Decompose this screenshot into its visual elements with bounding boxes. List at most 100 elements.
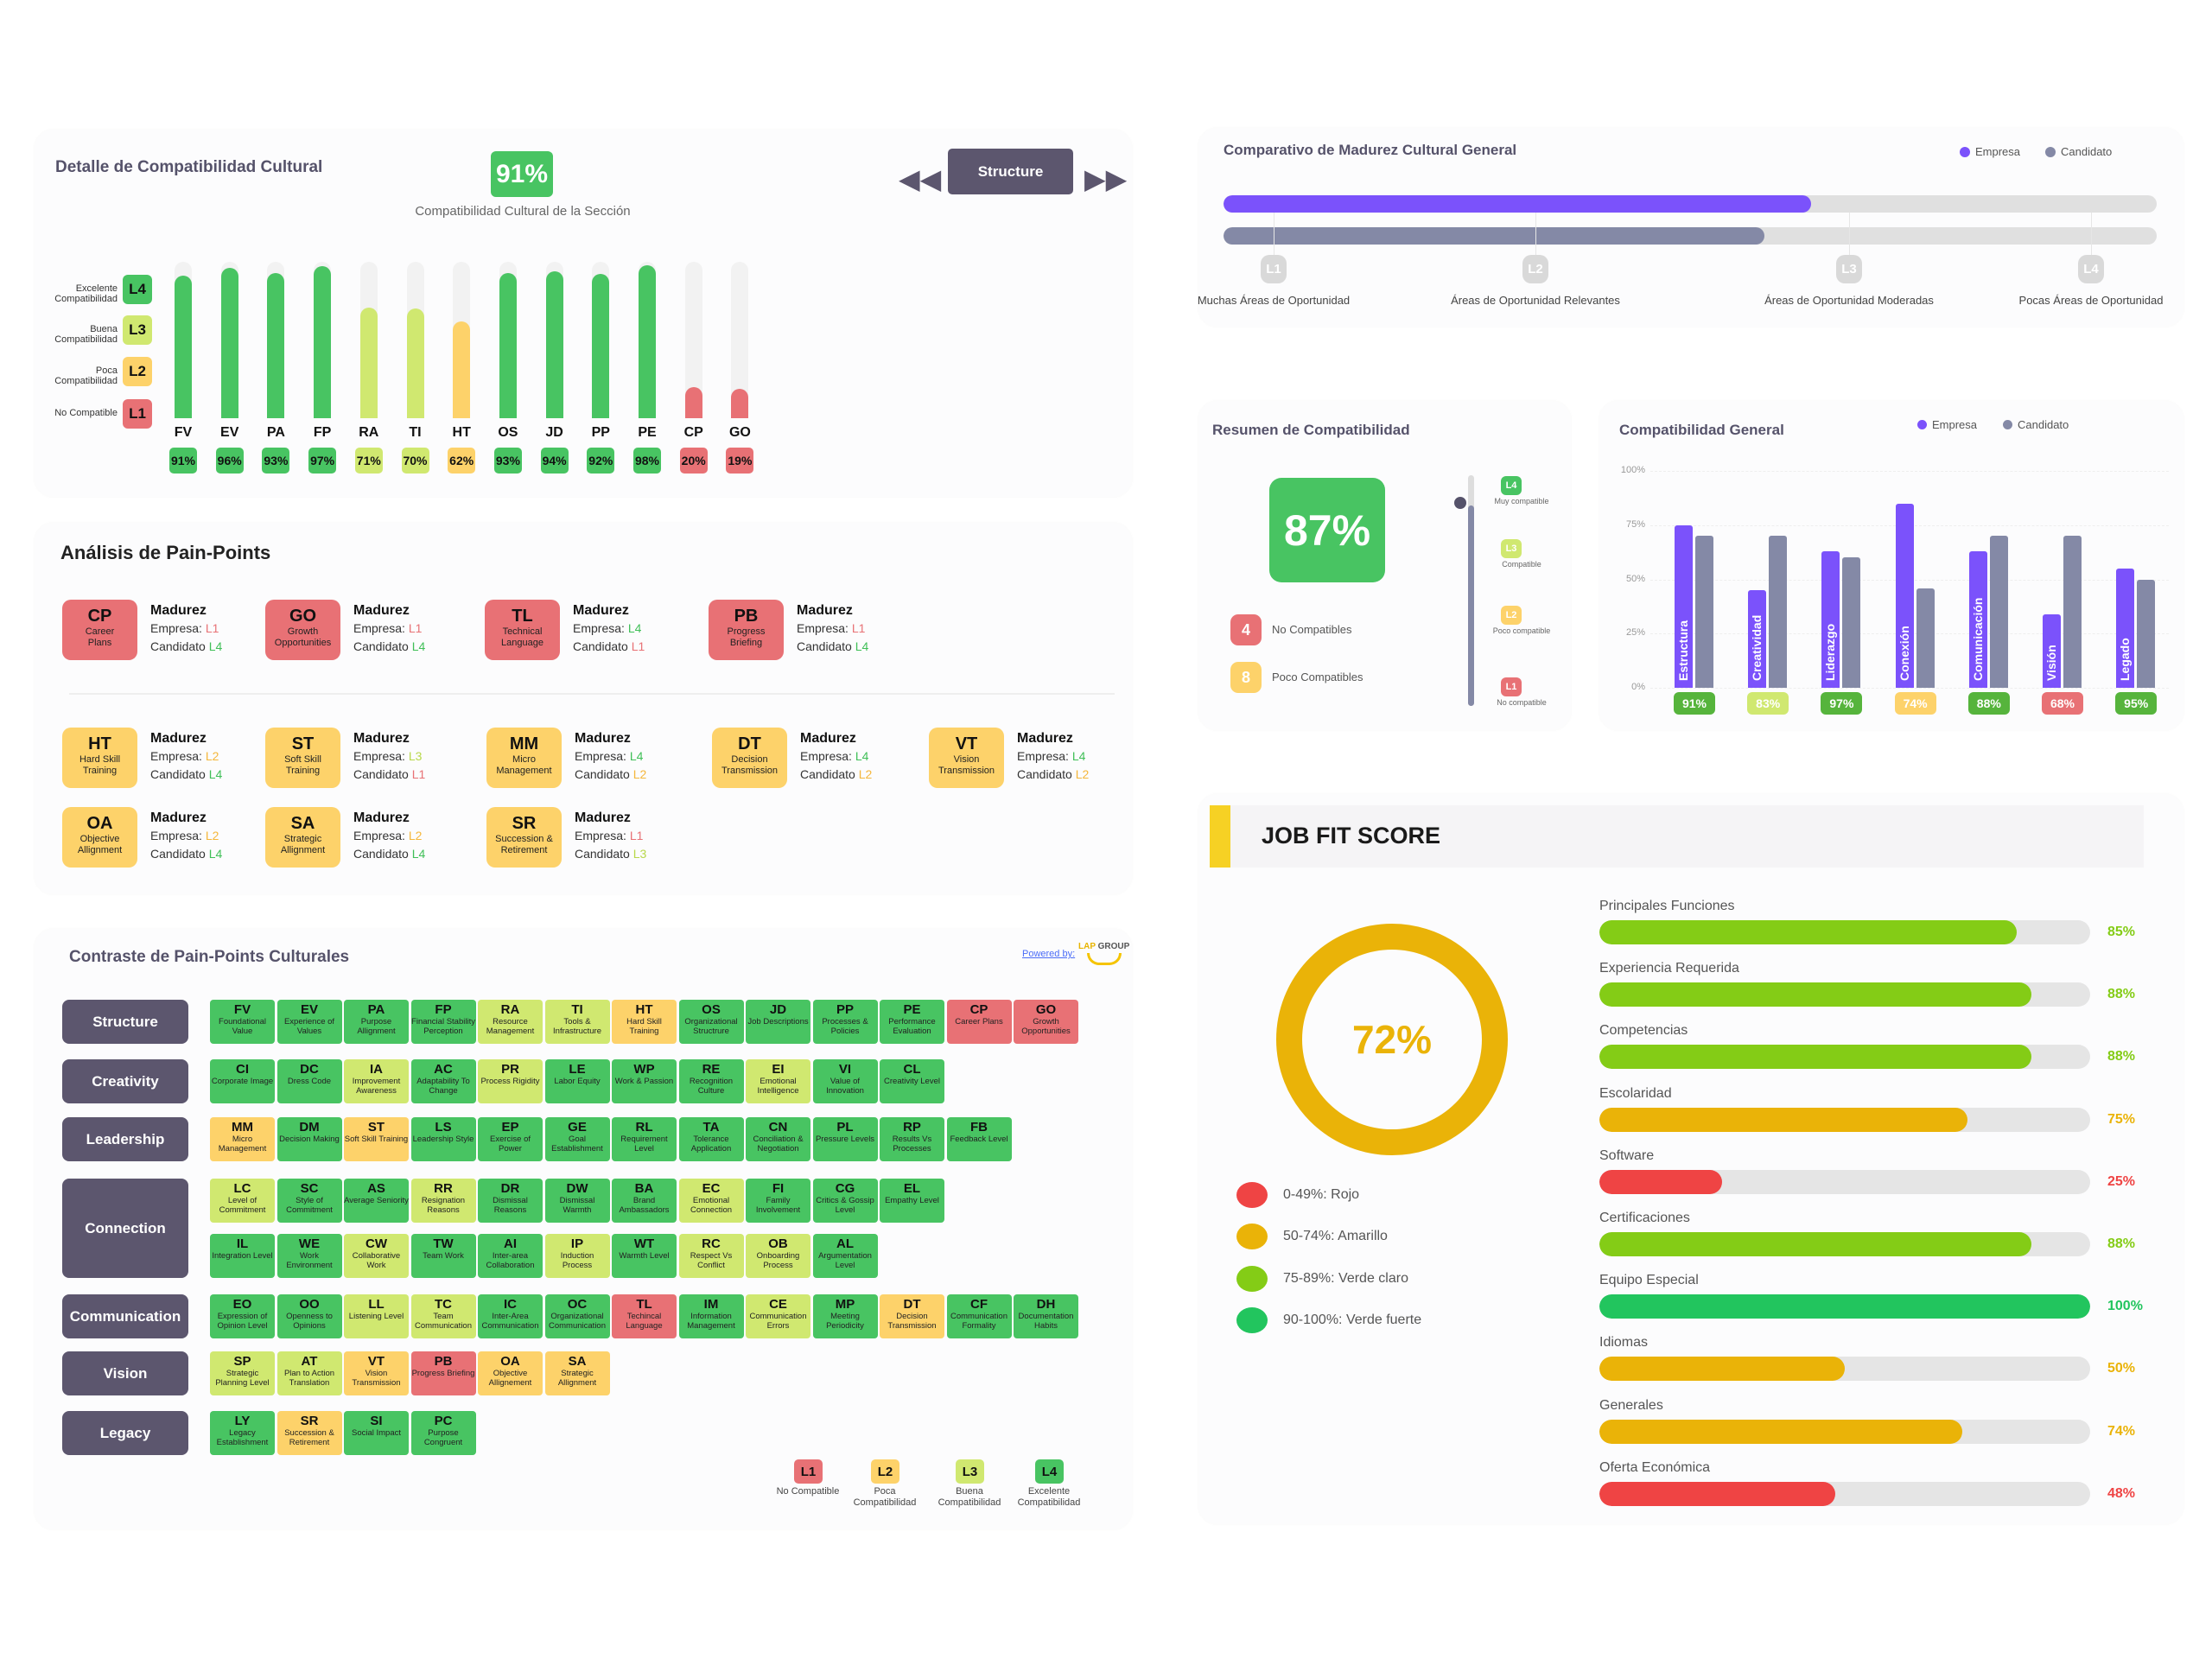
painpoint-card-DT[interactable]: DT Decision Transmission [712,728,787,788]
grid-cell-SP[interactable]: SP Strategic Planning Level [210,1351,275,1395]
grid-cell-CG[interactable]: CG Critics & Gossip Level [812,1179,878,1223]
section-button[interactable]: Structure [948,149,1073,194]
grid-cell-EV[interactable]: EV Experience of Values [276,1000,342,1044]
grid-cell-VI[interactable]: VI Value of Innovation [812,1059,878,1103]
grid-cell-LE[interactable]: LE Labor Equity [544,1059,610,1103]
grid-cell-DW[interactable]: DW Dismissal Warmth [544,1179,610,1223]
grid-cell-JD[interactable]: JD Job Descriptions [746,1000,810,1044]
grid-cell-GE[interactable]: GE Goal Establishment [544,1117,610,1161]
grid-cell-CF[interactable]: CF Communication Formality [946,1294,1012,1338]
grid-cell-SC[interactable]: SC Style of Commitment [276,1179,342,1223]
grid-cell-IL[interactable]: IL Integration Level [210,1234,275,1278]
grid-cell-OC[interactable]: OC Organizational Communication [544,1294,610,1338]
grid-cell-AS[interactable]: AS Average Seniority [344,1179,409,1223]
grid-cell-LL[interactable]: LL Listening Level [344,1294,409,1338]
grid-cell-FI[interactable]: FI Family Involvement [746,1179,810,1223]
grid-cell-DH[interactable]: DH Documentation Habits [1014,1294,1078,1338]
grid-cell-SR[interactable]: SR Succession & Retirement [276,1411,342,1455]
grid-cell-IP[interactable]: IP Induction Process [544,1234,610,1278]
row-label-structure[interactable]: Structure [62,1000,188,1044]
grid-cell-DC[interactable]: DC Dress Code [276,1059,342,1103]
grid-cell-CI[interactable]: CI Corporate Image [210,1059,275,1103]
compat-slider-handle[interactable] [1454,496,1466,509]
grid-cell-RC[interactable]: RC Respect Vs Conflict [678,1234,744,1278]
grid-cell-PA[interactable]: PA Purpose Allignment [344,1000,409,1044]
grid-cell-FB[interactable]: FB Feedback Level [946,1117,1012,1161]
grid-cell-TW[interactable]: TW Team Work [410,1234,476,1278]
grid-cell-WT[interactable]: WT Warmth Level [612,1234,677,1278]
grid-cell-TC[interactable]: TC Team Communication [410,1294,476,1338]
painpoint-card-MM[interactable]: MM Micro Management [486,728,562,788]
rewind-icon[interactable]: ◀◀ [899,163,942,194]
grid-cell-IC[interactable]: IC Inter-Area Communication [478,1294,543,1338]
row-label-communication[interactable]: Communication [62,1294,188,1338]
painpoint-card-GO[interactable]: GO Growth Opportunities [265,600,340,660]
grid-cell-LS[interactable]: LS Leadership Style [410,1117,476,1161]
grid-cell-SI[interactable]: SI Social Impact [344,1411,409,1455]
grid-cell-LC[interactable]: LC Level of Commitment [210,1179,275,1223]
grid-cell-LY[interactable]: LY Legacy Establishment [210,1411,275,1455]
grid-cell-FV[interactable]: FV Foundational Value [210,1000,275,1044]
painpoint-card-PB[interactable]: PB Progress Briefing [709,600,784,660]
grid-cell-OS[interactable]: OS Organizational Structrure [678,1000,744,1044]
grid-cell-FP[interactable]: FP Financial Stability Perception [410,1000,476,1044]
grid-cell-RP[interactable]: RP Results Vs Processes [880,1117,944,1161]
grid-cell-TA[interactable]: TA Tolerance Application [678,1117,744,1161]
grid-cell-RR[interactable]: RR Resignation Reasons [410,1179,476,1223]
grid-cell-EC[interactable]: EC Emotional Connection [678,1179,744,1223]
grid-cell-PR[interactable]: PR Process Rigidity [478,1059,543,1103]
painpoint-card-SA[interactable]: SA Strategic Allignment [265,807,340,868]
grid-cell-RA[interactable]: RA Resource Management [478,1000,543,1044]
grid-cell-HT[interactable]: HT Hard Skill Training [612,1000,677,1044]
grid-cell-DM[interactable]: DM Decision Making [276,1117,342,1161]
grid-cell-AC[interactable]: AC Adaptability To Change [410,1059,476,1103]
grid-cell-ST[interactable]: ST Soft Skill Training [344,1117,409,1161]
powered-by-link[interactable]: Powered by: [1022,949,1076,959]
row-label-legacy[interactable]: Legacy [62,1411,188,1455]
grid-cell-AL[interactable]: AL Argumentation Level [812,1234,878,1278]
grid-cell-RL[interactable]: RL Requirement Level [612,1117,677,1161]
painpoint-card-HT[interactable]: HT Hard Skill Training [62,728,137,788]
grid-cell-MP[interactable]: MP Meeting Periodicity [812,1294,878,1338]
grid-cell-WE[interactable]: WE Work Environment [276,1234,342,1278]
grid-cell-DT[interactable]: DT Decision Transmission [880,1294,944,1338]
grid-cell-WP[interactable]: WP Work & Passion [612,1059,677,1103]
grid-cell-CN[interactable]: CN Conciliation & Negotiation [746,1117,810,1161]
grid-cell-OA[interactable]: OA Objective Allignement [478,1351,543,1395]
grid-cell-GO[interactable]: GO Growth Opportunities [1014,1000,1078,1044]
painpoint-card-OA[interactable]: OA Objective Allignment [62,807,137,868]
grid-cell-PE[interactable]: PE Performance Evaluation [880,1000,944,1044]
painpoint-card-ST[interactable]: ST Soft Skill Training [265,728,340,788]
grid-cell-EO[interactable]: EO Expression of Opinion Level [210,1294,275,1338]
row-label-vision[interactable]: Vision [62,1351,188,1395]
grid-cell-CE[interactable]: CE Communication Errors [746,1294,810,1338]
grid-cell-PP[interactable]: PP Processes & Policies [812,1000,878,1044]
grid-cell-AI[interactable]: AI Inter-area Collaboration [478,1234,543,1278]
painpoint-card-SR[interactable]: SR Succession & Retirement [486,807,562,868]
painpoint-card-CP[interactable]: CP Career Plans [62,600,137,660]
painpoint-card-TL[interactable]: TL Technical Language [485,600,560,660]
row-label-leadership[interactable]: Leadership [62,1117,188,1161]
grid-cell-BA[interactable]: BA Brand Ambassadors [612,1179,677,1223]
grid-cell-EL[interactable]: EL Empathy Level [880,1179,944,1223]
grid-cell-EP[interactable]: EP Exercise of Power [478,1117,543,1161]
row-label-connection[interactable]: Connection [62,1179,188,1278]
grid-cell-IA[interactable]: IA Improvement Awareness [344,1059,409,1103]
grid-cell-TL[interactable]: TL Techincal Language [612,1294,677,1338]
grid-cell-AT[interactable]: AT Plan to Action Translation [276,1351,342,1395]
grid-cell-SA[interactable]: SA Strategic Allignment [544,1351,610,1395]
row-label-creativity[interactable]: Creativity [62,1059,188,1103]
grid-cell-OB[interactable]: OB Onboarding Process [746,1234,810,1278]
grid-cell-TI[interactable]: TI Tools & Infrastructure [544,1000,610,1044]
grid-cell-VT[interactable]: VT Vision Transmission [344,1351,409,1395]
grid-cell-MM[interactable]: MM Micro Management [210,1117,275,1161]
grid-cell-EI[interactable]: EI Emotional Intelligence [746,1059,810,1103]
grid-cell-CP[interactable]: CP Career Plans [946,1000,1012,1044]
grid-cell-PB[interactable]: PB Progress Briefing [410,1351,476,1395]
grid-cell-CL[interactable]: CL Creativity Level [880,1059,944,1103]
grid-cell-PL[interactable]: PL Pressure Levels [812,1117,878,1161]
grid-cell-PC[interactable]: PC Purpose Congruent [410,1411,476,1455]
grid-cell-DR[interactable]: DR Dismissal Reasons [478,1179,543,1223]
grid-cell-IM[interactable]: IM Information Management [678,1294,744,1338]
grid-cell-RE[interactable]: RE Recognition Culture [678,1059,744,1103]
